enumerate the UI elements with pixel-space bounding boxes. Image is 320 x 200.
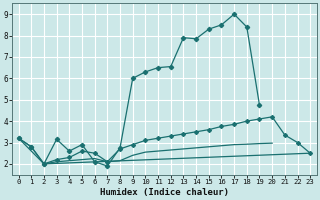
X-axis label: Humidex (Indice chaleur): Humidex (Indice chaleur) — [100, 188, 229, 197]
